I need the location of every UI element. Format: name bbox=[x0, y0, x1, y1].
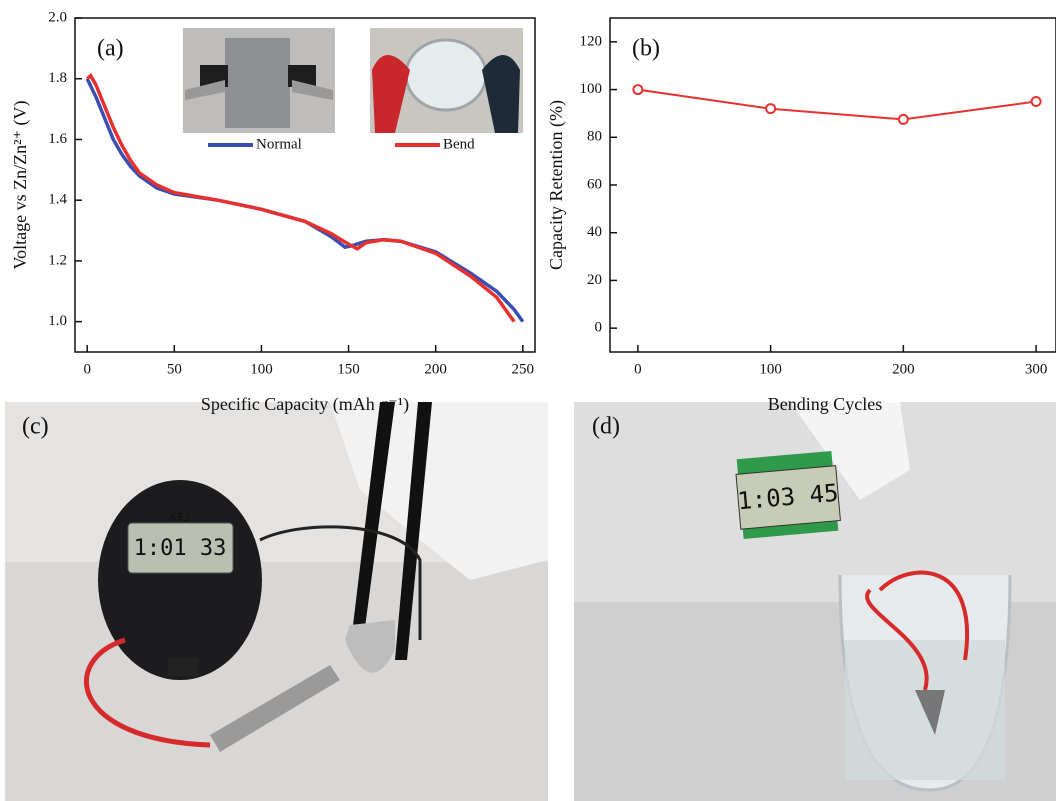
x-axis-label: Specific Capacity (mAh g⁻¹) bbox=[201, 394, 409, 415]
photo-text: KTJ bbox=[170, 511, 190, 524]
x-tick-label: 0 bbox=[634, 361, 642, 377]
x-tick-label: 50 bbox=[167, 361, 182, 377]
y-tick-label: 1.6 bbox=[48, 131, 67, 147]
y-tick-label: 2.0 bbox=[48, 9, 67, 25]
y-tick-label: 1.4 bbox=[48, 192, 67, 208]
data-point bbox=[1030, 96, 1042, 107]
x-tick-label: 0 bbox=[83, 361, 91, 377]
y-axis-label: Capacity Retention (%) bbox=[546, 100, 567, 270]
x-tick-label: 200 bbox=[892, 361, 915, 377]
x-tick-label: 100 bbox=[250, 361, 273, 377]
data-line bbox=[86, 72, 516, 323]
x-tick-label: 250 bbox=[512, 361, 535, 377]
y-tick-label: 1.8 bbox=[48, 70, 67, 86]
photo-c bbox=[5, 402, 548, 801]
y-tick-label: 0 bbox=[595, 320, 603, 336]
x-tick-label: 100 bbox=[759, 361, 782, 377]
y-tick-label: 80 bbox=[587, 129, 602, 145]
inset-normal bbox=[183, 28, 335, 133]
legend-label: Normal bbox=[256, 136, 302, 152]
photo-text: 1:01 33 bbox=[134, 536, 227, 561]
inset-bend bbox=[370, 28, 523, 133]
x-tick-label: 300 bbox=[1025, 361, 1048, 377]
data-point bbox=[632, 84, 644, 96]
panel-label: (d) bbox=[592, 414, 620, 440]
y-tick-label: 20 bbox=[587, 272, 602, 288]
photo-d bbox=[574, 402, 1056, 801]
plot-frame bbox=[609, 17, 1056, 353]
data-point bbox=[765, 103, 777, 115]
x-tick-label: 150 bbox=[337, 361, 360, 377]
panel-label: (c) bbox=[22, 414, 49, 440]
x-tick-label: 200 bbox=[424, 361, 447, 377]
panel-label: (a) bbox=[97, 36, 124, 62]
y-tick-label: 100 bbox=[580, 81, 603, 97]
y-tick-label: 1.0 bbox=[48, 313, 67, 329]
y-tick-label: 60 bbox=[587, 176, 602, 192]
y-tick-label: 40 bbox=[587, 224, 602, 240]
legend-label: Bend bbox=[443, 136, 475, 152]
y-tick-label: 120 bbox=[580, 33, 603, 49]
data-line bbox=[637, 88, 1037, 121]
plot-frame bbox=[74, 17, 536, 353]
x-axis-label: Bending Cycles bbox=[768, 394, 883, 414]
data-point bbox=[897, 113, 909, 125]
y-tick-label: 1.2 bbox=[48, 252, 67, 268]
y-axis-label: Voltage vs Zn/Zn²⁺ (V) bbox=[10, 100, 31, 269]
panel-label: (b) bbox=[632, 36, 660, 62]
